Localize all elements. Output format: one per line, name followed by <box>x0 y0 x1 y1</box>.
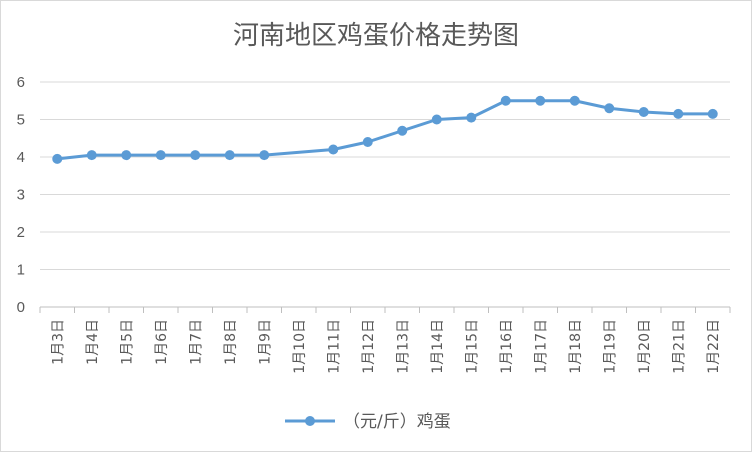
x-tick-label: 1月21日 <box>671 319 687 374</box>
y-tick-label: 6 <box>17 74 25 91</box>
data-point[interactable] <box>673 108 684 119</box>
x-tick-label: 1月19日 <box>602 319 618 374</box>
x-tick-label: 1月12日 <box>361 319 377 374</box>
data-point[interactable] <box>569 95 580 106</box>
legend[interactable]: （元/斤）鸡蛋 <box>285 412 451 432</box>
data-point[interactable] <box>466 112 477 123</box>
series-line <box>57 99 713 161</box>
x-tick-label: 1月15日 <box>464 319 480 374</box>
y-tick-label: 5 <box>17 112 25 129</box>
data-point[interactable] <box>431 114 442 125</box>
x-tick-label: 1月7日 <box>188 319 204 365</box>
data-point[interactable] <box>604 103 615 114</box>
y-tick-label: 4 <box>17 149 25 166</box>
x-tick-label: 1月3日 <box>50 319 66 365</box>
x-tick-label: 1月8日 <box>223 319 239 365</box>
y-tick-label: 3 <box>17 187 25 204</box>
y-tick-label: 0 <box>17 299 25 316</box>
y-tick-label: 1 <box>17 262 25 279</box>
gridlines <box>40 81 730 308</box>
series-group <box>52 95 718 164</box>
x-tick-label: 1月22日 <box>706 319 722 374</box>
x-tick-label: 1月6日 <box>154 319 170 365</box>
data-point[interactable] <box>86 150 97 161</box>
x-tick-label: 1月18日 <box>568 319 584 374</box>
data-point[interactable] <box>52 153 63 164</box>
x-axis: 1月3日 1月4日 1月5日 1月6日 1月7日 1月8日 1月9日 1月10日 1月11日 1月… <box>39 307 731 374</box>
data-point[interactable] <box>397 125 408 136</box>
x-tick-label: 1月16日 <box>499 319 515 374</box>
data-point[interactable] <box>362 137 373 147</box>
x-tick-label: 1月4日 <box>85 319 101 365</box>
x-tick-label: 1月14日 <box>430 319 446 374</box>
x-tick-label: 1月13日 <box>395 319 411 374</box>
y-tick-label: 2 <box>17 224 25 241</box>
data-point[interactable] <box>638 107 649 117</box>
data-point[interactable] <box>155 150 166 161</box>
x-tick-label: 1月9日 <box>257 319 273 365</box>
x-tick-label: 1月17日 <box>533 319 549 374</box>
data-point[interactable] <box>224 150 235 161</box>
data-point[interactable] <box>535 95 546 106</box>
x-tick-label: 1月5日 <box>119 319 135 365</box>
data-point[interactable] <box>259 150 270 161</box>
x-tick-label: 1月11日 <box>326 319 342 374</box>
legend-label: （元/斤）鸡蛋 <box>343 412 451 432</box>
x-tick-label: 1月10日 <box>292 319 308 374</box>
legend-marker <box>305 416 315 426</box>
x-tick-label: 1月20日 <box>637 319 653 374</box>
data-point[interactable] <box>190 150 201 161</box>
data-point[interactable] <box>121 150 132 161</box>
data-point[interactable] <box>328 144 339 155</box>
data-point[interactable] <box>707 108 718 119</box>
data-point[interactable] <box>500 95 511 106</box>
chart-title: 河南地区鸡蛋价格走势图 <box>233 21 519 51</box>
y-axis: 0 1 2 3 4 5 6 <box>17 74 25 316</box>
